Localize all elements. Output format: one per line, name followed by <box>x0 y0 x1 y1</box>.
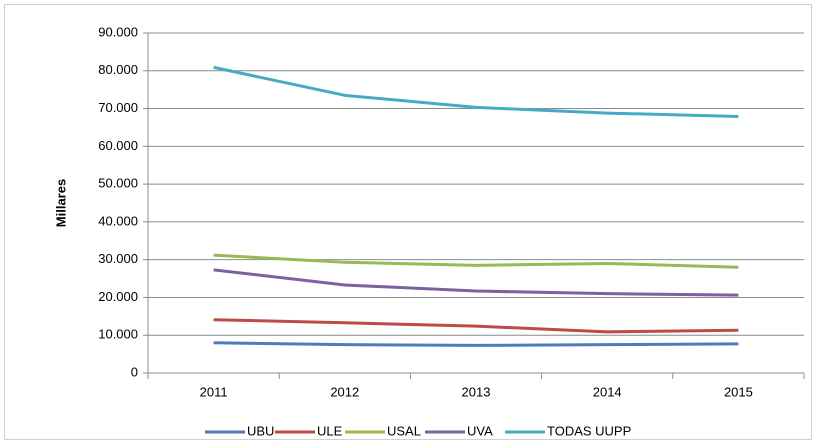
legend-label: USAL <box>387 423 421 438</box>
legend-label: UBU <box>247 423 274 438</box>
y-tick-label: 60.000 <box>98 138 138 153</box>
y-tick-label: 10.000 <box>98 327 138 342</box>
legend-label: ULE <box>317 423 343 438</box>
y-tick-label: 70.000 <box>98 100 138 115</box>
line-series <box>213 318 739 334</box>
x-tick-label: 2013 <box>462 384 491 399</box>
line-series <box>213 253 739 269</box>
line-series <box>213 268 739 297</box>
y-tick-label: 40.000 <box>98 213 138 228</box>
line-series <box>213 341 739 347</box>
legend-label: UVA <box>467 423 493 438</box>
y-tick-label: 30.000 <box>98 251 138 266</box>
y-axis-label: Millares <box>53 179 68 227</box>
y-tick-label: 50.000 <box>98 176 138 191</box>
y-tick-label: 20.000 <box>98 289 138 304</box>
x-tick-label: 2015 <box>724 384 753 399</box>
legend-label: TODAS UUPP <box>547 423 631 438</box>
line-series <box>213 65 739 118</box>
x-tick-label: 2011 <box>200 384 228 399</box>
x-tick-label: 2012 <box>330 384 359 399</box>
y-tick-label: 80.000 <box>98 62 138 77</box>
y-tick-label: 90.000 <box>98 24 138 39</box>
x-tick-label: 2014 <box>593 384 622 399</box>
y-tick-label: 0 <box>131 364 138 379</box>
